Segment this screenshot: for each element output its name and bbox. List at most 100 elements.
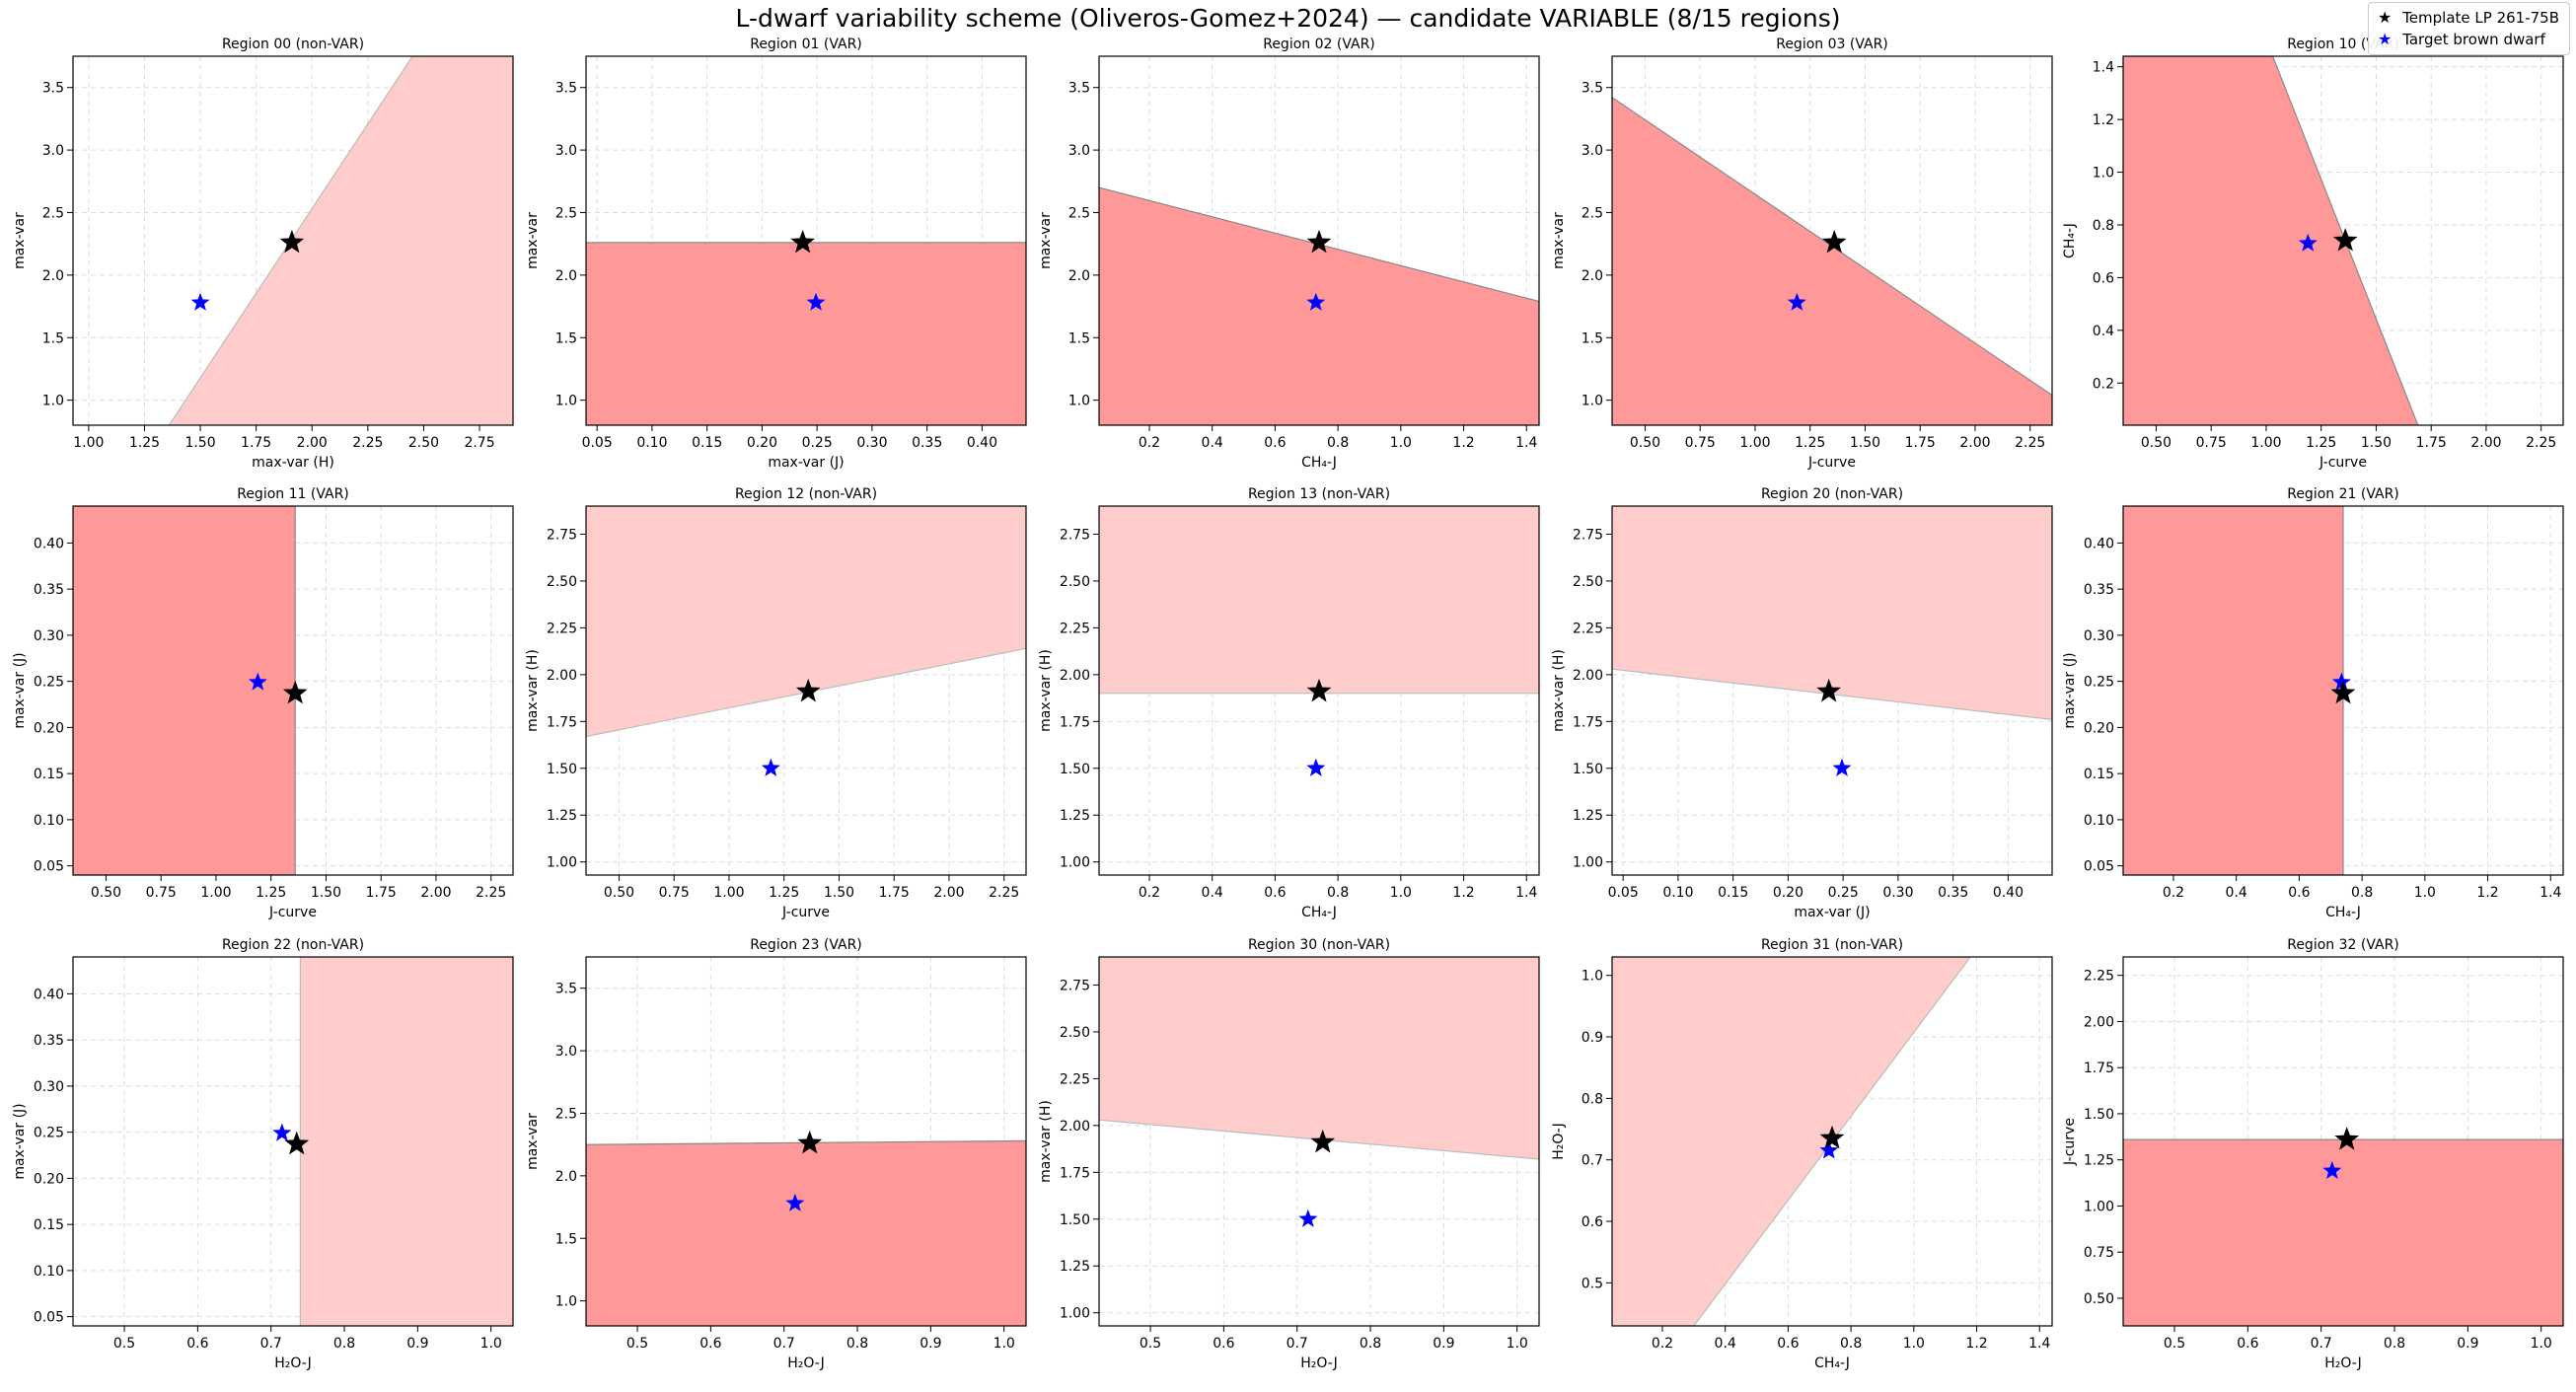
y-tick-label: 1.75 xyxy=(1573,714,1603,730)
y-tick-label: 1.5 xyxy=(555,1231,577,1247)
y-tick-label: 0.10 xyxy=(34,1264,64,1280)
subplot-9: 0.2 0.4 0.6 0.8 1.0 1.2 1.4 0.05 0.10 0.15 0.20 0.2… xyxy=(2062,486,2564,920)
x-tick-label: 0.6 xyxy=(2288,885,2310,901)
region-polygon xyxy=(2123,56,2419,425)
y-tick-label: 1.00 xyxy=(1060,1306,1090,1322)
subplot-7: 0.2 0.4 0.6 0.8 1.0 1.2 1.4 1.00 1.25 1.50 1.75 2.0… xyxy=(1038,486,1540,920)
y-tick-label: 0.05 xyxy=(2084,859,2114,875)
x-tick-label: 0.9 xyxy=(1433,1336,1454,1352)
y-tick-label: 2.50 xyxy=(547,574,577,590)
subplot-title: Region 32 (VAR) xyxy=(2287,937,2399,953)
y-tick-label: 1.5 xyxy=(42,330,64,346)
x-tick-label: 1.25 xyxy=(2306,435,2336,451)
subplot-2: 0.2 0.4 0.6 0.8 1.0 1.2 1.4 1.0 1.5 2.0 2.5 3.0 3.5 R… xyxy=(1038,37,1540,471)
x-axis-label: CH₄-J xyxy=(1301,905,1337,920)
x-tick-label: 1.75 xyxy=(879,885,910,901)
x-axis-label: CH₄-J xyxy=(1301,455,1337,471)
y-tick-label: 0.10 xyxy=(34,813,64,829)
y-tick-label: 1.5 xyxy=(1068,330,1090,346)
x-tick-label: 1.50 xyxy=(311,885,341,901)
y-tick-label: 2.75 xyxy=(1060,527,1090,543)
x-tick-label: 1.25 xyxy=(129,435,160,451)
y-tick-label: 0.25 xyxy=(2084,675,2114,691)
y-tick-label: 0.7 xyxy=(1582,1153,1603,1169)
y-tick-label: 1.75 xyxy=(547,714,577,730)
x-axis-label: max-var (J) xyxy=(768,455,844,471)
y-tick-label: 0.4 xyxy=(2093,324,2114,339)
x-tick-label: 0.35 xyxy=(1938,885,1968,901)
y-tick-label: 2.75 xyxy=(1060,978,1090,993)
axes-frame xyxy=(2122,505,2564,876)
y-tick-label: 1.4 xyxy=(2093,60,2114,76)
y-axis-label: J-curve xyxy=(2062,1118,2078,1166)
x-tick-label: 0.15 xyxy=(1718,885,1748,901)
x-tick-label: 0.75 xyxy=(2196,435,2227,451)
x-axis-label: J-curve xyxy=(781,905,830,920)
y-tick-label: 2.00 xyxy=(547,668,577,684)
subplot-title: Region 01 (VAR) xyxy=(750,37,862,52)
y-tick-label: 1.0 xyxy=(1068,394,1090,409)
x-tick-label: 0.8 xyxy=(1840,1336,1862,1352)
x-tick-label: 0.8 xyxy=(2351,885,2373,901)
x-tick-label: 0.30 xyxy=(856,435,887,451)
x-axis-label: H₂O-J xyxy=(1300,1355,1338,1371)
x-axis-label: J-curve xyxy=(1807,455,1856,471)
subplot-6: 0.50 0.75 1.00 1.25 1.50 1.75 2.00 2.25 1.00 1.25… xyxy=(525,486,1027,920)
axes-frame xyxy=(72,55,514,426)
x-tick-label: 0.6 xyxy=(186,1336,208,1352)
y-tick-label: 0.15 xyxy=(34,767,64,782)
x-tick-label: 0.6 xyxy=(699,1336,721,1352)
x-tick-label: 0.10 xyxy=(1662,885,1693,901)
y-tick-label: 2.5 xyxy=(1068,205,1090,221)
x-tick-label: 0.25 xyxy=(1828,885,1859,901)
y-tick-label: 3.5 xyxy=(555,81,577,97)
x-axis-label: max-var (H) xyxy=(252,455,334,471)
y-tick-label: 3.5 xyxy=(1068,81,1090,97)
y-tick-label: 2.00 xyxy=(2084,1014,2114,1030)
region-polygon xyxy=(2123,1138,2563,1326)
subplot-title: Region 11 (VAR) xyxy=(237,486,349,502)
template-point xyxy=(1816,678,1841,702)
region-polygon xyxy=(586,242,1026,425)
y-tick-label: 1.25 xyxy=(1060,808,1090,824)
target-point xyxy=(1819,1140,1839,1159)
y-tick-label: 1.50 xyxy=(547,762,577,777)
subplot-1: 0.05 0.10 0.15 0.20 0.25 0.30 0.35 0.40 1.0 1.5 2.… xyxy=(525,37,1027,471)
x-tick-label: 1.2 xyxy=(2476,885,2498,901)
axes-frame xyxy=(72,505,514,876)
y-tick-label: 1.25 xyxy=(1573,808,1603,824)
region-polygon xyxy=(2123,506,2344,875)
x-tick-label: 1.2 xyxy=(1452,435,1474,451)
y-axis-label: max-var xyxy=(1038,212,1054,269)
y-tick-label: 0.6 xyxy=(2093,270,2114,286)
x-tick-label: 1.00 xyxy=(1739,435,1770,451)
y-tick-label: 0.15 xyxy=(34,1217,64,1233)
y-tick-label: 3.0 xyxy=(555,1044,577,1060)
target-point xyxy=(1298,1209,1318,1227)
x-tick-label: 0.9 xyxy=(2457,1336,2478,1352)
x-tick-label: 1.25 xyxy=(1795,435,1825,451)
x-tick-label: 0.50 xyxy=(1630,435,1660,451)
x-tick-label: 2.25 xyxy=(352,435,383,451)
x-tick-label: 0.7 xyxy=(2311,1336,2332,1352)
y-axis-label: max-var xyxy=(525,1113,541,1170)
x-tick-label: 0.6 xyxy=(2237,1336,2258,1352)
x-tick-label: 0.8 xyxy=(1360,1336,1381,1352)
template-point xyxy=(797,1130,823,1154)
y-tick-label: 1.25 xyxy=(1060,1259,1090,1275)
y-tick-label: 1.50 xyxy=(1060,1212,1090,1228)
legend-label-target: Target brown dwarf xyxy=(2402,31,2545,48)
y-tick-label: 2.00 xyxy=(1060,1119,1090,1135)
target-point xyxy=(2298,233,2318,252)
x-tick-label: 0.25 xyxy=(802,435,833,451)
axes-frame xyxy=(585,55,1027,426)
x-tick-label: 0.6 xyxy=(1264,885,1286,901)
x-tick-label: 0.4 xyxy=(2226,885,2247,901)
template-point xyxy=(1306,678,1332,702)
x-tick-label: 0.8 xyxy=(333,1336,355,1352)
x-tick-label: 0.5 xyxy=(2164,1336,2185,1352)
x-tick-label: 1.50 xyxy=(1850,435,1880,451)
y-axis-label: max-var (H) xyxy=(525,649,541,732)
y-tick-label: 1.00 xyxy=(1573,855,1603,871)
x-tick-label: 0.20 xyxy=(1773,885,1803,901)
